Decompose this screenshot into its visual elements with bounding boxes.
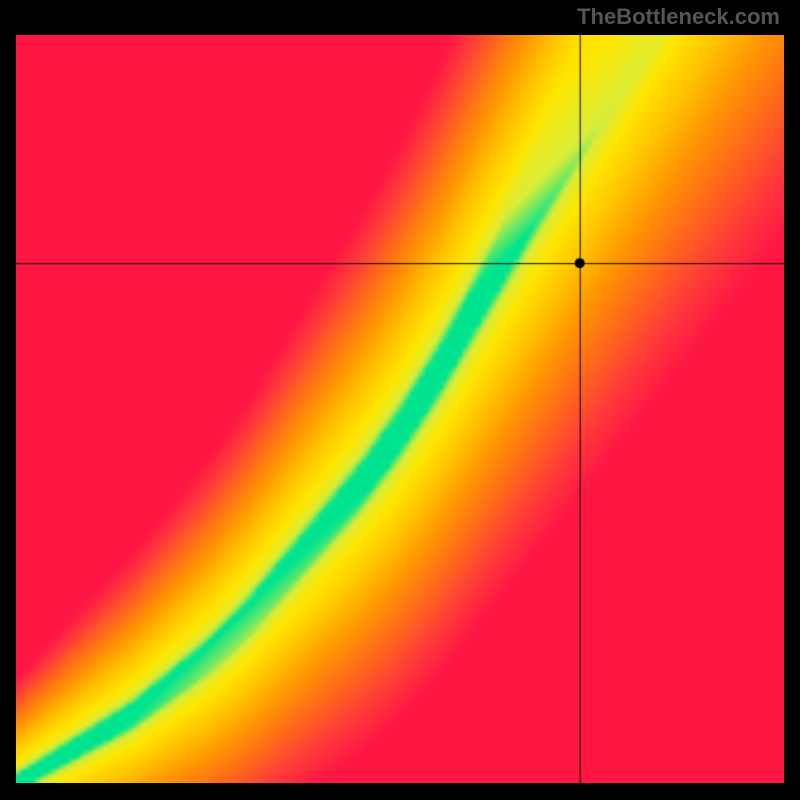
chart-container: TheBottleneck.com [0, 0, 800, 800]
bottleneck-heatmap [16, 35, 784, 783]
watermark-text: TheBottleneck.com [577, 4, 780, 30]
